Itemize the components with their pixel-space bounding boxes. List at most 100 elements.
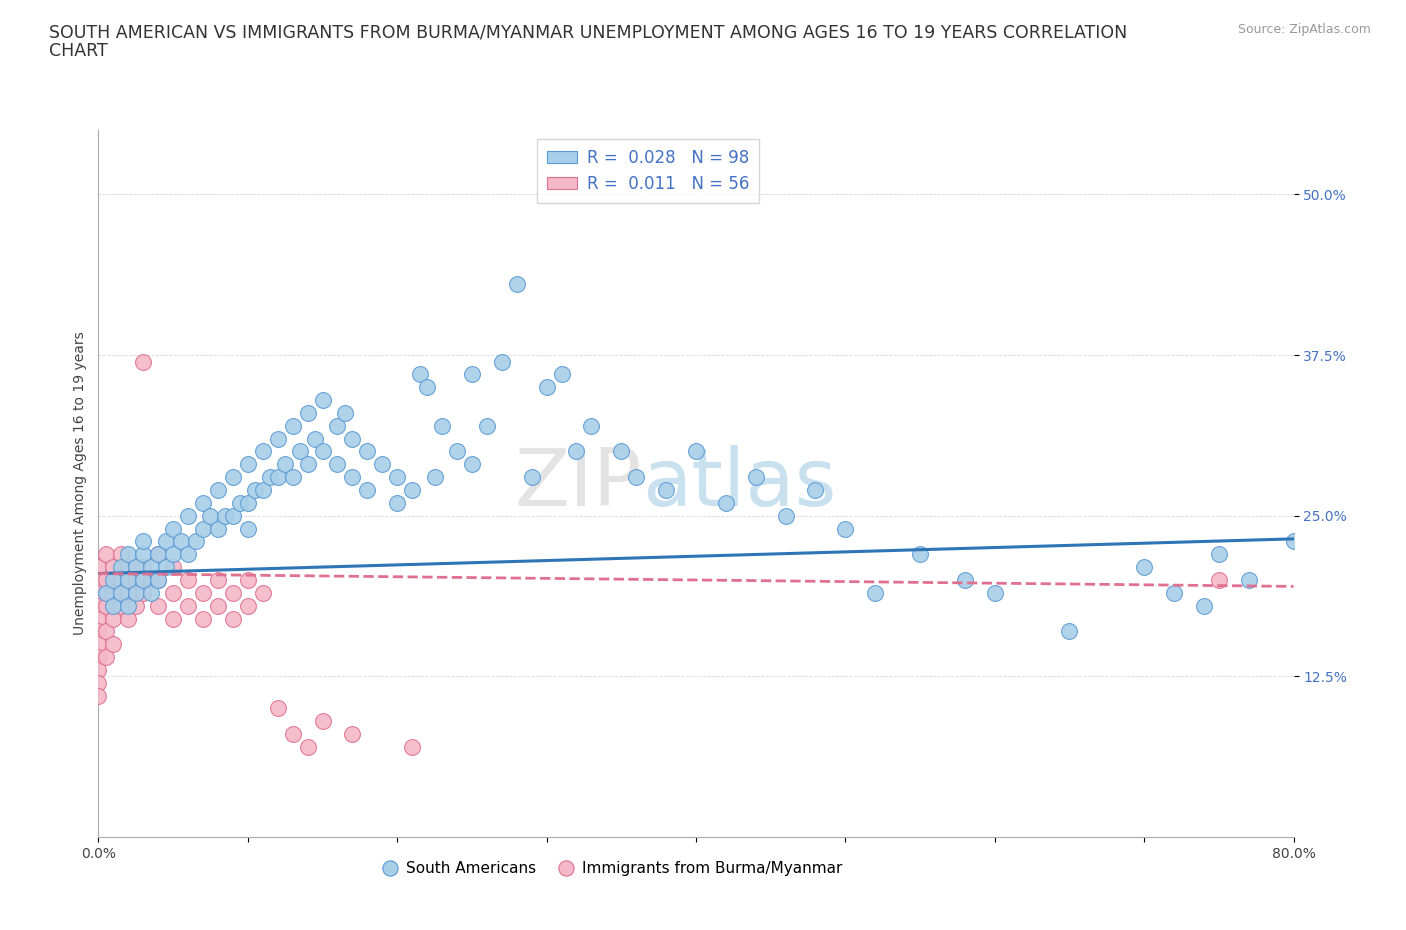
- Point: [155, 560, 177, 575]
- Point: [1282, 534, 1305, 549]
- Point: [804, 483, 827, 498]
- Point: [207, 598, 229, 613]
- Point: [984, 585, 1007, 600]
- Point: [536, 379, 558, 394]
- Point: [117, 573, 139, 588]
- Point: [1059, 624, 1081, 639]
- Point: [281, 470, 304, 485]
- Point: [430, 418, 453, 433]
- Point: [1133, 560, 1156, 575]
- Point: [475, 418, 498, 433]
- Point: [139, 560, 162, 575]
- Point: [356, 444, 378, 458]
- Point: [745, 470, 768, 485]
- Text: ZIP: ZIP: [515, 445, 643, 523]
- Point: [1163, 585, 1185, 600]
- Point: [87, 560, 110, 575]
- Point: [423, 470, 446, 485]
- Point: [177, 598, 200, 613]
- Point: [148, 547, 170, 562]
- Point: [236, 573, 259, 588]
- Point: [326, 457, 349, 472]
- Point: [110, 585, 132, 600]
- Point: [333, 405, 356, 420]
- Point: [565, 444, 588, 458]
- Text: SOUTH AMERICAN VS IMMIGRANTS FROM BURMA/MYANMAR UNEMPLOYMENT AMONG AGES 16 TO 19: SOUTH AMERICAN VS IMMIGRANTS FROM BURMA/…: [49, 23, 1128, 41]
- Point: [222, 470, 245, 485]
- Point: [714, 496, 737, 511]
- Point: [132, 547, 155, 562]
- Point: [581, 418, 603, 433]
- Point: [87, 624, 110, 639]
- Point: [401, 483, 423, 498]
- Point: [94, 585, 117, 600]
- Point: [281, 726, 304, 741]
- Point: [1237, 573, 1260, 588]
- Point: [461, 367, 484, 382]
- Point: [207, 483, 229, 498]
- Point: [207, 521, 229, 536]
- Point: [87, 598, 110, 613]
- Point: [103, 560, 125, 575]
- Point: [103, 573, 125, 588]
- Point: [229, 496, 252, 511]
- Point: [245, 483, 267, 498]
- Point: [110, 547, 132, 562]
- Point: [94, 624, 117, 639]
- Point: [401, 739, 423, 754]
- Text: CHART: CHART: [49, 42, 108, 60]
- Point: [132, 573, 155, 588]
- Point: [252, 444, 274, 458]
- Point: [177, 547, 200, 562]
- Point: [191, 611, 214, 626]
- Point: [274, 457, 297, 472]
- Point: [222, 509, 245, 524]
- Point: [162, 547, 184, 562]
- Point: [865, 585, 887, 600]
- Point: [148, 573, 170, 588]
- Point: [191, 496, 214, 511]
- Point: [236, 457, 259, 472]
- Point: [1208, 573, 1230, 588]
- Point: [520, 470, 543, 485]
- Point: [461, 457, 484, 472]
- Point: [222, 611, 245, 626]
- Point: [356, 483, 378, 498]
- Point: [222, 585, 245, 600]
- Point: [288, 444, 311, 458]
- Point: [311, 444, 333, 458]
- Point: [139, 573, 162, 588]
- Point: [125, 585, 148, 600]
- Point: [304, 432, 326, 446]
- Point: [117, 598, 139, 613]
- Point: [132, 354, 155, 369]
- Point: [267, 470, 290, 485]
- Point: [207, 573, 229, 588]
- Point: [326, 418, 349, 433]
- Point: [94, 547, 117, 562]
- Point: [125, 560, 148, 575]
- Point: [103, 637, 125, 652]
- Legend: South Americans, Immigrants from Burma/Myanmar: South Americans, Immigrants from Burma/M…: [377, 856, 848, 883]
- Point: [200, 509, 222, 524]
- Point: [191, 585, 214, 600]
- Point: [87, 611, 110, 626]
- Point: [1192, 598, 1215, 613]
- Point: [87, 675, 110, 690]
- Point: [110, 573, 132, 588]
- Point: [103, 585, 125, 600]
- Point: [148, 573, 170, 588]
- Point: [342, 470, 364, 485]
- Point: [94, 598, 117, 613]
- Point: [259, 470, 281, 485]
- Point: [297, 739, 319, 754]
- Point: [110, 560, 132, 575]
- Point: [117, 547, 139, 562]
- Point: [94, 573, 117, 588]
- Point: [267, 432, 290, 446]
- Text: Source: ZipAtlas.com: Source: ZipAtlas.com: [1237, 23, 1371, 36]
- Point: [236, 521, 259, 536]
- Point: [103, 611, 125, 626]
- Point: [342, 726, 364, 741]
- Point: [371, 457, 394, 472]
